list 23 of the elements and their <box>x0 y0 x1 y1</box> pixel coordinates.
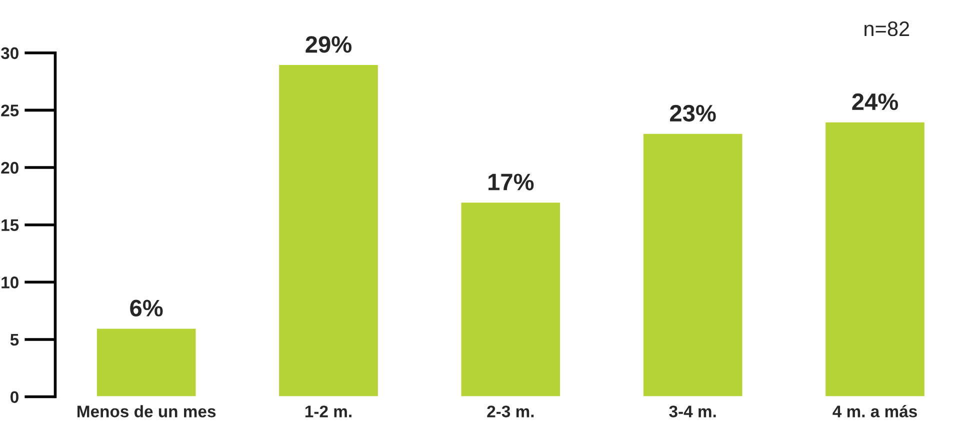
y-tick-label: 20 <box>1 162 18 174</box>
y-tick-label: 15 <box>2 219 19 232</box>
x-tick-label: 3-4 m. <box>669 406 716 418</box>
bar <box>460 201 562 397</box>
data-label: 29% <box>306 36 352 53</box>
y-tick-label: 25 <box>1 104 19 116</box>
data-label: 24% <box>852 93 898 110</box>
bar <box>278 64 380 397</box>
data-label: 23% <box>670 104 716 122</box>
y-tick-label: 0 <box>10 391 18 403</box>
y-tick-label: 10 <box>2 276 18 288</box>
x-tick-label: 2-3 m. <box>487 406 534 418</box>
y-tick-label: 5 <box>10 334 19 346</box>
data-label: 6% <box>130 300 163 316</box>
y-tick-label: 30 <box>0 47 18 60</box>
text: n=82 <box>864 21 910 36</box>
data-label: 17% <box>488 174 534 190</box>
bar <box>96 327 198 397</box>
x-tick-label: 4 m. a más <box>832 404 917 418</box>
bar <box>642 132 744 397</box>
x-tick-label: 1-2 m. <box>305 406 352 418</box>
bar <box>824 120 926 397</box>
x-tick-label: Menos de un mes <box>78 405 216 418</box>
